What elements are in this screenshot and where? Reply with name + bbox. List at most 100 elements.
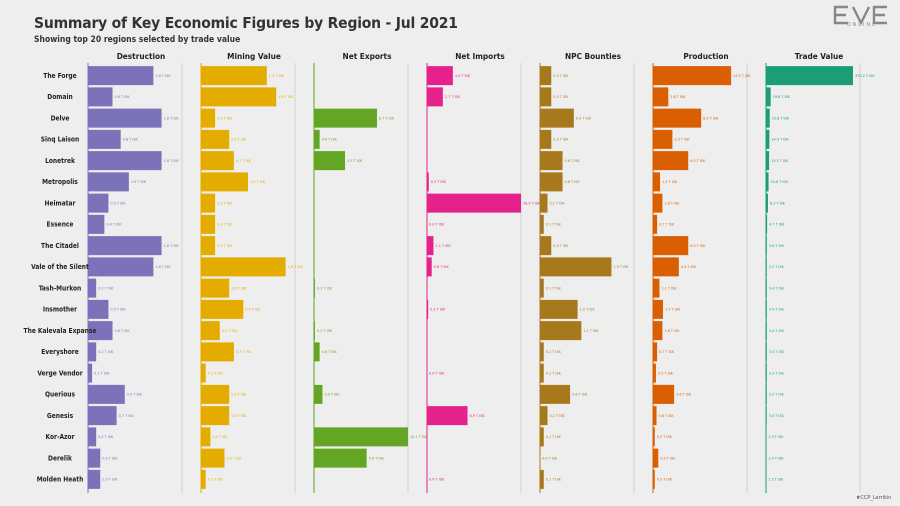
bar-production (653, 299, 663, 319)
category-label: Genesis (47, 412, 74, 420)
bar-trade-value (766, 108, 770, 128)
value-label-trade-value: 4.7 T ISK (769, 222, 785, 227)
bar-net-imports (427, 236, 434, 256)
value-label-trade-value: 3.4 T ISK (769, 328, 785, 333)
value-label-mining-value: 1.8 T ISK (288, 264, 304, 269)
value-label-production: 3.6 T ISK (676, 392, 692, 397)
bar-mining-value (201, 299, 244, 319)
bar-trade-value (766, 278, 767, 298)
panel-title-net-exports: Net Exports (343, 51, 393, 61)
value-label-mining-value: 0.6 T ISK (231, 137, 247, 142)
bar-mining-value (201, 236, 216, 256)
bar-net-exports (314, 108, 377, 128)
bar-destruction (88, 278, 97, 298)
bar-mining-value (201, 384, 230, 404)
bar-production (653, 87, 669, 107)
value-label-destruction: 0.3 T ISK (102, 455, 118, 460)
value-label-trade-value: 1.3 T ISK (768, 434, 784, 439)
value-label-net-exports: 0.1 T ISK (317, 328, 333, 333)
bar-trade-value (766, 66, 853, 86)
category-label: The Kalevala Expanse (24, 327, 97, 335)
bar-net-exports (314, 384, 323, 404)
bar-npc-bounties (540, 299, 578, 319)
bar-destruction (88, 236, 162, 256)
bar-trade-value (766, 406, 767, 426)
bar-destruction (88, 172, 129, 192)
bar-net-imports (427, 172, 429, 192)
panel-title-trade-value: Trade Value (795, 51, 844, 61)
value-label-mining-value: 0.1 T ISK (208, 370, 224, 375)
category-label: Verge Vendor (37, 369, 82, 377)
bar-production (653, 129, 673, 149)
category-label: Heimatar (45, 199, 76, 207)
bar-net-exports (314, 151, 346, 171)
bar-trade-value (766, 172, 769, 192)
value-label-mining-value: 1.0 T ISK (250, 179, 266, 184)
bar-mining-value (201, 129, 230, 149)
bar-destruction (88, 87, 113, 107)
eve-logo (833, 5, 887, 26)
bar-destruction (88, 108, 162, 128)
bar-trade-value (766, 257, 767, 277)
value-label-destruction: 1.8 T ISK (164, 115, 180, 120)
category-label: Sinq Laison (41, 136, 79, 144)
credit-text: ★CCP_Larrikin (856, 495, 892, 501)
chart-title: Summary of Key Economic Figures by Regio… (34, 14, 458, 32)
bar-destruction (88, 448, 101, 468)
value-label-production: 0.3 T ISK (657, 434, 673, 439)
bar-destruction (88, 342, 97, 362)
bar-mining-value (201, 66, 267, 86)
value-label-production: 1.6 T ISK (664, 328, 680, 333)
category-label: Querious (45, 391, 76, 399)
value-label-destruction: 0.6 T ISK (115, 328, 131, 333)
value-label-mining-value: 0.1 T ISK (208, 477, 224, 482)
bar-mining-value (201, 108, 216, 128)
category-label: Everyshore (41, 348, 79, 356)
value-label-npc-bounties: 1.9 T ISK (613, 264, 629, 269)
value-label-destruction: 1.6 T ISK (155, 264, 171, 269)
value-label-mining-value: 0.3 T ISK (217, 115, 233, 120)
bar-production (653, 257, 679, 277)
value-label-destruction: 1.8 T ISK (164, 158, 180, 163)
value-label-production: 8.2 T ISK (703, 115, 719, 120)
value-label-production: 6.0 T ISK (690, 243, 706, 248)
bar-npc-bounties (540, 384, 571, 404)
bar-destruction (88, 257, 154, 277)
bar-mining-value (201, 406, 230, 426)
value-label-net-imports: 0.0 T ISK (429, 370, 445, 375)
value-label-npc-bounties: 0.2 T ISK (550, 413, 566, 418)
category-label: The Citadel (41, 242, 79, 250)
value-label-trade-value: 3.6 T ISK (769, 243, 785, 248)
bar-production (653, 342, 658, 362)
bar-net-exports (314, 129, 320, 149)
value-label-net-imports: 2.7 T ISK (445, 94, 461, 99)
panel-title-production: Production (683, 51, 728, 61)
bar-production (653, 384, 675, 404)
value-label-net-exports: 0.6 T ISK (322, 349, 338, 354)
bar-net-imports (427, 299, 429, 319)
bar-trade-value (766, 193, 768, 213)
bar-production (653, 427, 655, 447)
bar-npc-bounties (540, 193, 548, 213)
value-label-trade-value: 1.4 T ISK (768, 455, 784, 460)
value-label-net-imports: 0.8 T ISK (434, 264, 450, 269)
bar-trade-value (766, 363, 767, 383)
bar-mining-value (201, 321, 220, 341)
value-label-trade-value: 3.4 T ISK (769, 285, 785, 290)
value-label-net-imports: 6.9 T ISK (470, 413, 486, 418)
value-label-net-imports: 16.3 T ISK (523, 200, 541, 205)
value-label-npc-bounties: 0.1 T ISK (546, 285, 562, 290)
panel-title-npc-bounties: NPC Bounties (565, 51, 622, 61)
value-label-net-imports: 0.2 T ISK (430, 307, 446, 312)
bar-net-exports (314, 278, 315, 298)
value-label-destruction: 0.2 T ISK (98, 349, 114, 354)
value-label-trade-value: 13.1 T ISK (771, 158, 789, 163)
bar-destruction (88, 384, 125, 404)
bar-destruction (88, 321, 113, 341)
value-label-net-exports: 6.7 T ISK (379, 115, 395, 120)
value-label-net-exports: 10.1 T ISK (410, 434, 428, 439)
value-label-destruction: 0.3 T ISK (102, 477, 118, 482)
category-label: The Forge (43, 72, 76, 80)
value-label-npc-bounties: 1.0 T ISK (580, 307, 596, 312)
bar-trade-value (766, 384, 767, 404)
